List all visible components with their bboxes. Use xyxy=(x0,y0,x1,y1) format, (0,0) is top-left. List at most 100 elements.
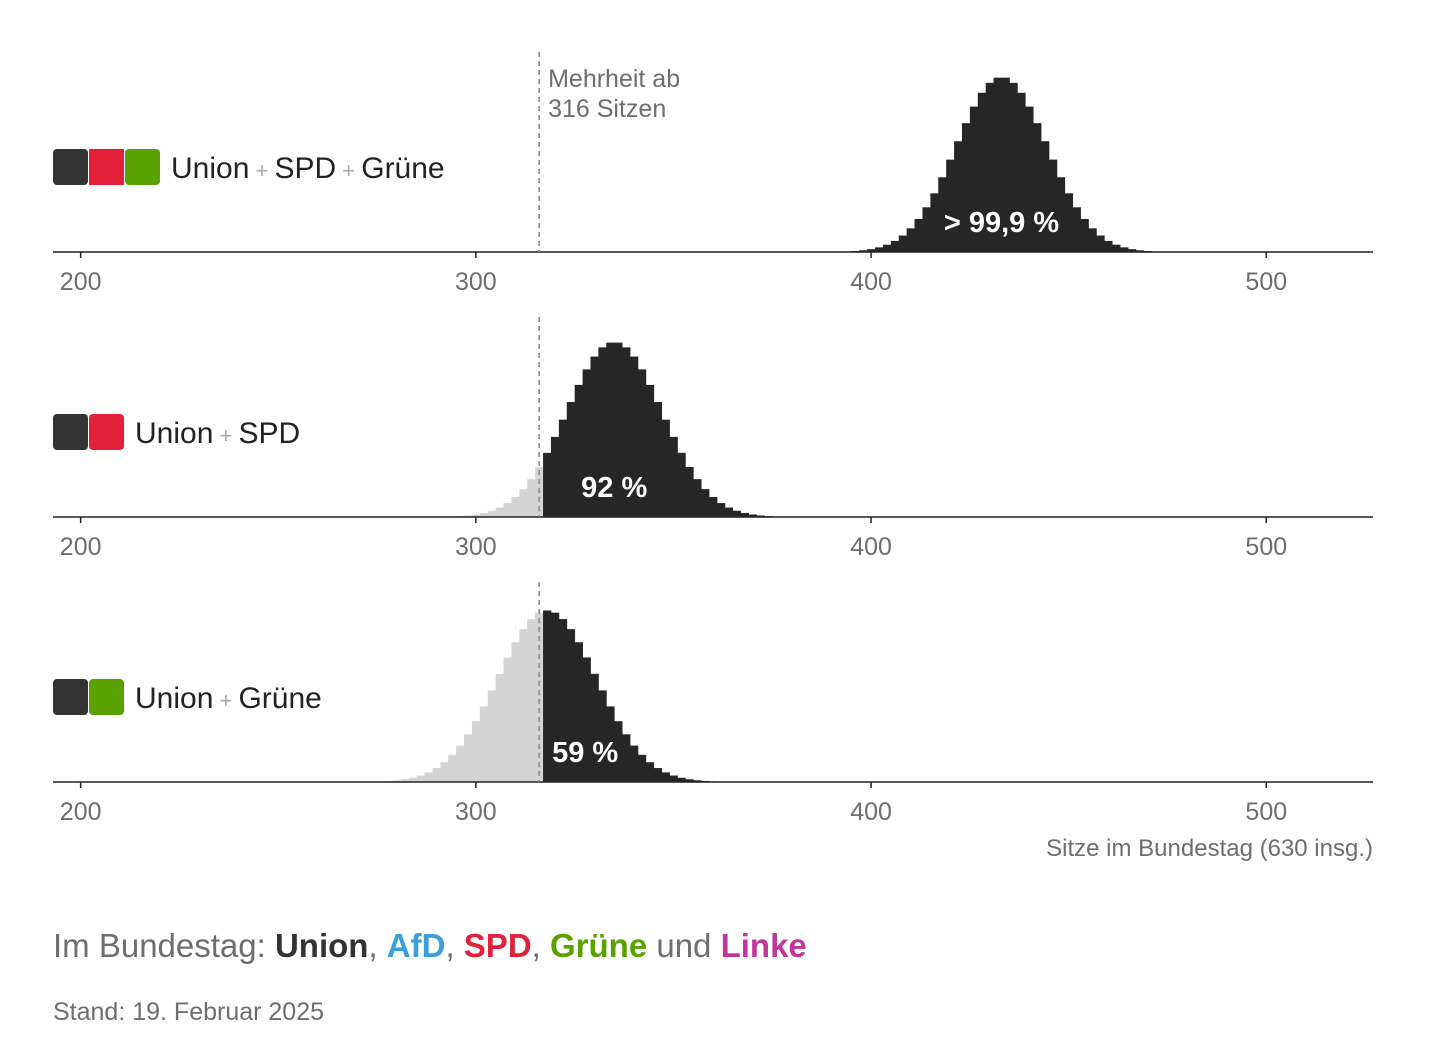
parliament-party-list: Union, AfD, SPD, Grüne und Linke xyxy=(275,927,807,964)
histogram-bin xyxy=(519,629,528,782)
histogram-bin xyxy=(1080,218,1089,252)
histogram-bin xyxy=(606,342,615,517)
histogram-bin xyxy=(535,612,544,782)
histogram-bin xyxy=(479,513,489,517)
histogram-bin xyxy=(558,419,568,517)
histogram-bin xyxy=(495,507,504,517)
histogram-bin xyxy=(661,419,670,517)
histogram-bin xyxy=(464,515,473,517)
x-tick-label: 300 xyxy=(455,798,497,826)
histogram-bin xyxy=(1135,250,1145,252)
histogram-bin xyxy=(598,347,607,517)
histogram-bin xyxy=(527,619,536,782)
party-swatch xyxy=(89,149,124,185)
histogram-bin xyxy=(543,610,552,782)
histogram-bin xyxy=(1041,141,1050,252)
party-swatch xyxy=(89,414,124,450)
histogram-bin xyxy=(1001,77,1010,252)
x-tick-label: 400 xyxy=(850,798,892,826)
histogram-bin xyxy=(677,777,686,782)
separator: und xyxy=(647,927,721,964)
x-axis-title: Sitze im Bundestag (630 insg.) xyxy=(1046,835,1373,862)
histogram-bin xyxy=(1056,177,1066,252)
histogram-bin xyxy=(969,106,979,252)
x-tick-label: 500 xyxy=(1245,268,1287,296)
x-tick-label: 200 xyxy=(60,533,102,561)
party-swatch xyxy=(53,679,88,715)
x-tick-label: 300 xyxy=(455,533,497,561)
party-swatch xyxy=(89,679,124,715)
histogram-bin xyxy=(630,356,639,517)
parliament-party-name: Union xyxy=(274,927,369,964)
x-tick-label: 400 xyxy=(850,268,892,296)
coalition-seat-distribution-chart: 200 300 400 500 > 99,9 % Union + SPD + Grüne 2… xyxy=(53,52,1373,862)
histogram-bin xyxy=(1072,207,1081,252)
histogram-bin xyxy=(503,657,512,782)
histogram-bin xyxy=(748,514,757,517)
histogram-bin xyxy=(685,779,694,782)
histogram-bin xyxy=(440,762,449,782)
x-tick-label: 500 xyxy=(1245,798,1287,826)
histogram-bin xyxy=(432,768,441,782)
histogram-bin xyxy=(400,779,410,782)
probability-label: 59 % xyxy=(552,737,618,769)
histogram-bin xyxy=(448,754,457,782)
histogram-bin xyxy=(495,673,504,782)
histogram-bin xyxy=(527,479,536,517)
probability-label: > 99,9 % xyxy=(944,207,1059,239)
separator: , xyxy=(368,927,387,964)
histogram-bin xyxy=(543,452,552,517)
histogram-bin xyxy=(875,247,884,252)
histogram-bin xyxy=(954,141,963,252)
histogram-bin xyxy=(622,347,631,517)
histogram-bin xyxy=(519,489,528,517)
majority-label: 316 Sitzen xyxy=(548,95,666,123)
histogram-bin xyxy=(590,673,599,782)
histogram-bin xyxy=(637,369,647,517)
histogram-bin xyxy=(582,369,591,517)
histogram-bin xyxy=(693,780,702,782)
histogram-bin xyxy=(614,721,623,782)
histogram-bin xyxy=(867,249,876,252)
histogram-bin xyxy=(946,159,955,252)
histogram-bin xyxy=(732,510,742,517)
histogram-bin xyxy=(637,754,647,782)
histogram-bin xyxy=(1064,193,1074,252)
histogram-bin xyxy=(622,734,631,782)
histogram-bin xyxy=(487,510,497,517)
party-swatch xyxy=(125,149,160,185)
histogram-bin xyxy=(487,690,497,782)
parliament-prefix: Im Bundestag: xyxy=(53,927,275,964)
parliament-party-name: Grüne xyxy=(550,927,648,964)
histogram-bin xyxy=(756,515,765,517)
histogram-bin xyxy=(701,489,710,517)
histogram-bin xyxy=(716,503,726,517)
histogram-bin xyxy=(590,356,599,517)
histogram-bin xyxy=(890,240,900,252)
histogram-bin xyxy=(471,721,481,782)
separator: , xyxy=(531,927,550,964)
histogram-bin xyxy=(606,706,615,782)
histogram-bin xyxy=(550,612,560,782)
histogram-bin xyxy=(424,772,433,782)
histogram-bin xyxy=(1096,235,1105,252)
histogram-bin xyxy=(1127,249,1137,252)
histogram-bin xyxy=(1048,159,1058,252)
histogram-bin xyxy=(574,384,583,517)
histogram-bin xyxy=(906,228,915,252)
histogram-bin xyxy=(669,436,678,517)
party-swatch xyxy=(53,414,88,450)
histogram-bin xyxy=(898,235,908,252)
histogram-bin xyxy=(645,762,655,782)
histogram-bin xyxy=(1025,106,1034,252)
histogram-bin xyxy=(653,402,663,517)
x-tick-label: 500 xyxy=(1245,533,1287,561)
separator: , xyxy=(445,927,464,964)
histogram-bin xyxy=(614,342,623,517)
parliament-party-name: SPD xyxy=(463,927,532,964)
coalition-label: Union + Grüne xyxy=(135,682,322,715)
parliament-party-name: Linke xyxy=(720,927,807,964)
histogram-bin xyxy=(685,467,694,517)
histogram-bin xyxy=(479,706,489,782)
histogram-bin xyxy=(1120,247,1129,252)
